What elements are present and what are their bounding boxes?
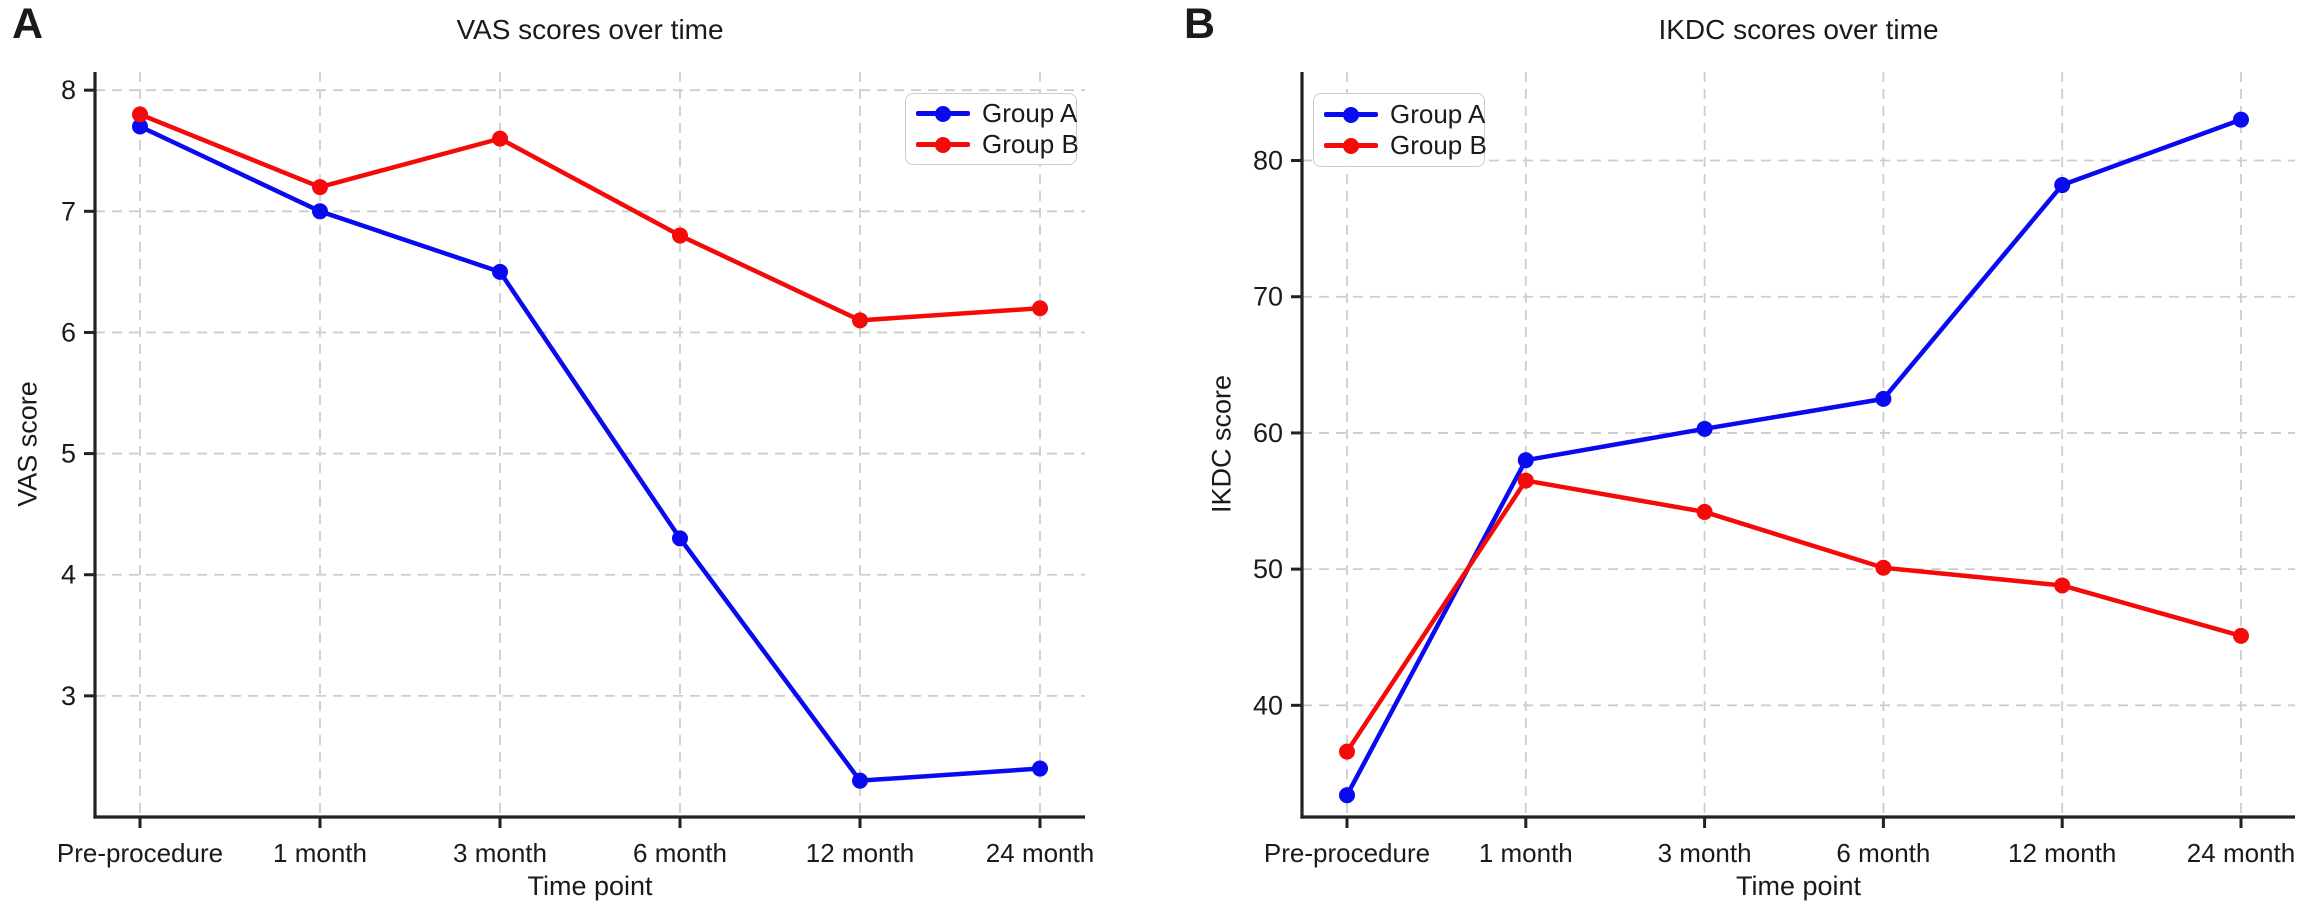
data-point-marker-group-b (132, 106, 148, 123)
line-marker-glyph (916, 136, 970, 153)
data-point-marker-group-a (672, 530, 688, 547)
marker-dot-icon (1343, 106, 1359, 123)
x-tick-label: 12 month (2008, 838, 2116, 868)
marker-dot-icon (935, 136, 951, 153)
legend-label: Group B (1390, 130, 1487, 160)
panel-b-title: IKDC scores over time (1658, 14, 1939, 45)
panel-b-legend: Group A Group B (1313, 93, 1487, 167)
legend-label: Group A (982, 98, 1078, 128)
line-marker-glyph (1324, 106, 1378, 123)
y-tick-label: 40 (1253, 690, 1283, 720)
data-point-marker-group-a (492, 263, 508, 280)
data-point-marker-group-b (1875, 559, 1892, 576)
y-tick-label: 6 (61, 317, 76, 347)
data-point-marker-group-b (492, 130, 508, 147)
data-point-marker-group-a (2233, 111, 2249, 128)
x-tick-label: 12 month (806, 838, 914, 868)
marker-dot-icon (935, 105, 951, 122)
x-tick-label: 24 month (2187, 838, 2295, 868)
data-point-marker-group-a (2054, 177, 2071, 194)
y-tick-label: 3 (61, 681, 76, 711)
legend-label: Group B (982, 129, 1079, 159)
x-tick-label: 3 month (453, 838, 547, 868)
data-point-marker-group-a (1339, 787, 1355, 804)
x-tick-label: 6 month (633, 838, 727, 868)
data-point-marker-group-b (312, 179, 328, 196)
series-line-group-b (1344, 478, 2244, 754)
data-point-marker-group-a (1032, 760, 1048, 777)
data-point-marker-group-b (2054, 577, 2071, 594)
series-line-group-a (137, 124, 1043, 783)
panel-b-letter: B (1184, 0, 1217, 48)
data-point-marker-group-a (1875, 390, 1892, 407)
legend-item-group-a: Group A (1324, 99, 1485, 130)
data-point-marker-group-b (2233, 627, 2249, 644)
y-tick-label: 50 (1253, 554, 1283, 584)
legend-item-group-a: Group A (916, 98, 1077, 129)
x-tick-label: Pre-procedure (1264, 838, 1430, 868)
legend-item-group-b: Group B (916, 129, 1079, 160)
panel-b-y-axis-label: IKDC score (1206, 374, 1237, 514)
x-tick-label: 1 month (1479, 838, 1573, 868)
y-tick-label: 80 (1253, 146, 1283, 176)
y-tick-label: 7 (61, 196, 76, 226)
panel-b-x-axis-label: Time point (1735, 871, 1862, 901)
x-tick-label: Pre-procedure (57, 838, 223, 868)
line-marker-glyph (916, 105, 970, 122)
legend-item-group-b: Group B (1324, 130, 1487, 161)
data-point-marker-group-a (132, 118, 148, 135)
data-point-marker-group-a (852, 772, 868, 789)
data-point-marker-group-b (1696, 503, 1713, 520)
series-line-group-b (137, 112, 1043, 323)
panel-a-letter: A (12, 0, 45, 48)
panel-a-x-axis-label: Time point (527, 871, 653, 901)
series-line-group-a (1344, 117, 2244, 798)
x-tick-label: 24 month (986, 838, 1094, 868)
data-point-marker-group-a (1517, 452, 1534, 469)
data-point-marker-group-b (672, 227, 688, 244)
panel-a-y-axis-label: VAS score (12, 381, 43, 507)
y-tick-label: 70 (1253, 282, 1283, 312)
x-tick-label: 6 month (1836, 838, 1930, 868)
y-tick-label: 5 (61, 439, 76, 469)
data-point-marker-group-b (1339, 743, 1355, 760)
x-tick-label: 3 month (1658, 838, 1752, 868)
data-point-marker-group-a (312, 203, 328, 220)
panel-a-legend: Group A Group B (905, 93, 1079, 165)
data-point-marker-group-b (1517, 472, 1534, 489)
line-marker-glyph (1324, 137, 1378, 154)
x-tick-label: 1 month (273, 838, 367, 868)
marker-dot-icon (1343, 137, 1359, 154)
data-point-marker-group-a (1696, 420, 1713, 437)
y-tick-label: 4 (61, 560, 76, 590)
y-tick-label: 60 (1253, 418, 1283, 448)
y-tick-label: 8 (61, 75, 76, 105)
panel-a-title: VAS scores over time (456, 14, 724, 45)
legend-label: Group A (1390, 99, 1486, 129)
data-point-marker-group-b (1032, 300, 1048, 317)
data-point-marker-group-b (852, 312, 868, 329)
